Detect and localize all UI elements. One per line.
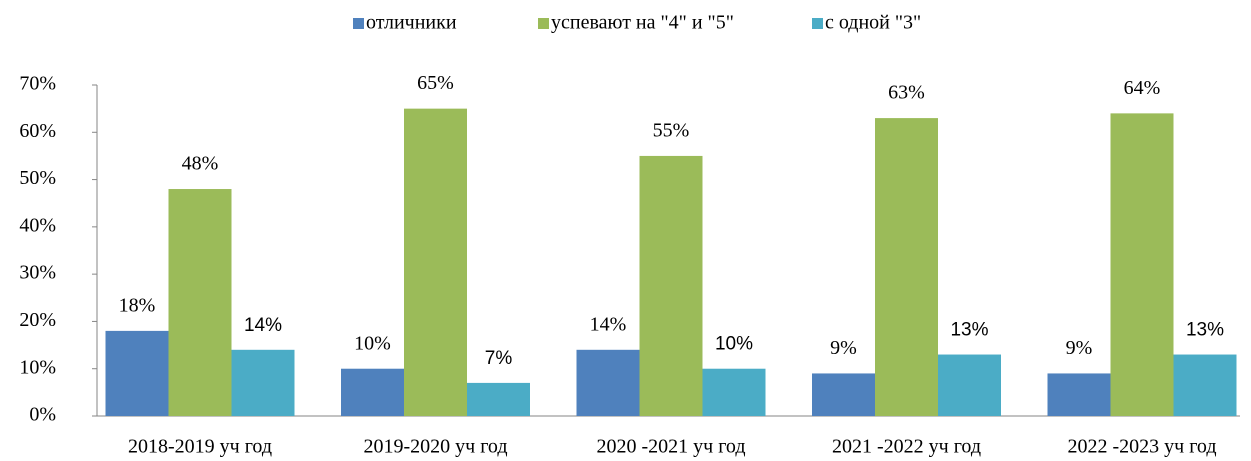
y-tick-label: 0% xyxy=(29,404,56,426)
bar xyxy=(938,354,1001,416)
bar xyxy=(105,330,169,416)
data-label: 13% xyxy=(1186,320,1224,341)
y-tick-label: 20% xyxy=(19,309,56,331)
bar xyxy=(576,349,640,416)
bar xyxy=(812,373,875,416)
bar xyxy=(231,349,295,416)
x-tick-label: 2021 -2022 уч год xyxy=(832,436,981,458)
x-tick-label: 2019-2020 уч год xyxy=(363,436,507,458)
y-tick-label: 60% xyxy=(19,120,56,142)
data-label: 63% xyxy=(888,82,925,104)
legend-swatch xyxy=(538,18,549,29)
bar xyxy=(1173,354,1237,416)
bar xyxy=(1110,113,1174,416)
data-label: 14% xyxy=(244,315,282,336)
bar xyxy=(467,382,530,416)
data-label: 9% xyxy=(1066,337,1093,359)
y-tick-label: 40% xyxy=(19,214,56,236)
legend-label: с одной "3" xyxy=(825,12,921,34)
bar xyxy=(1047,373,1111,416)
bar xyxy=(639,155,703,416)
bar xyxy=(404,108,467,417)
bar xyxy=(341,368,404,416)
y-tick-label: 30% xyxy=(19,262,56,284)
data-label: 10% xyxy=(715,334,753,355)
y-tick-label: 70% xyxy=(19,73,56,95)
x-tick-label: 2018-2019 уч год xyxy=(128,436,272,458)
x-tick-label: 2020 -2021 уч год xyxy=(596,436,745,458)
legend-swatch xyxy=(812,18,823,29)
bar xyxy=(875,118,938,416)
data-label: 9% xyxy=(830,337,857,359)
legend-label: отличники xyxy=(366,12,457,34)
data-label: 14% xyxy=(590,313,627,335)
data-label: 64% xyxy=(1124,77,1161,99)
y-tick-label: 50% xyxy=(19,167,56,189)
data-label: 10% xyxy=(354,332,391,354)
data-label: 65% xyxy=(417,72,454,94)
legend-swatch xyxy=(353,18,364,29)
data-label: 55% xyxy=(653,120,690,142)
data-label: 48% xyxy=(182,153,219,175)
bar xyxy=(702,368,766,416)
bar xyxy=(168,189,232,416)
data-label: 13% xyxy=(950,320,988,341)
legend-label: успевают на "4" и "5" xyxy=(551,12,734,34)
data-label: 18% xyxy=(119,294,156,316)
y-tick-label: 10% xyxy=(19,356,56,378)
data-label: 7% xyxy=(485,348,513,369)
x-tick-label: 2022 -2023 уч год xyxy=(1067,436,1216,458)
